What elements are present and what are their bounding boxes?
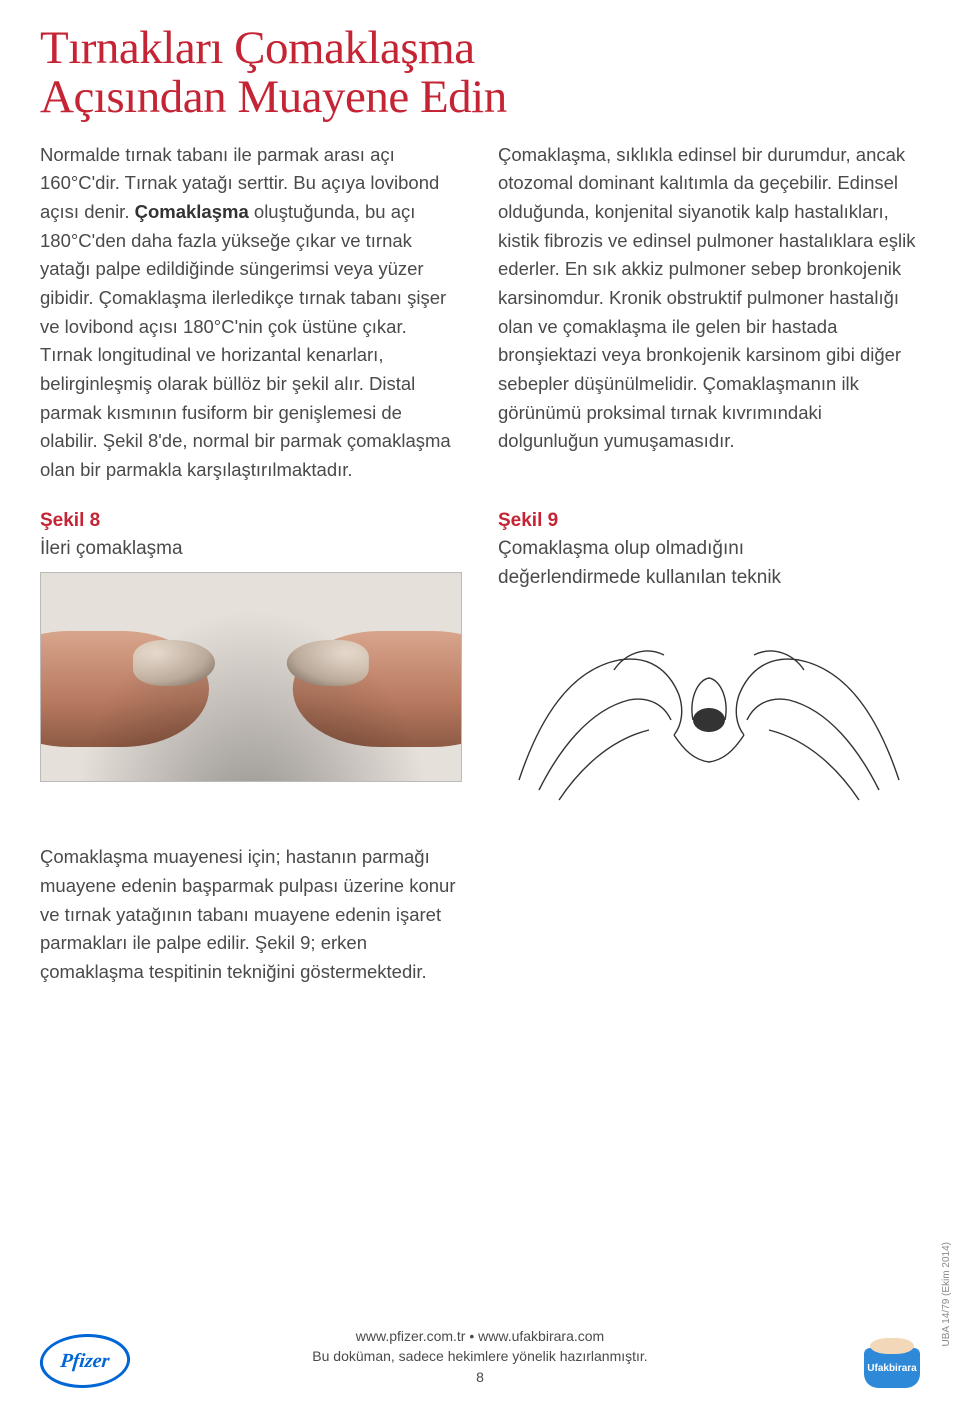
cup-text: Ufakbirara [867,1363,916,1374]
bottom-row: Çomaklaşma muayenesi için; hastanın parm… [40,843,920,1008]
footer-note: Bu doküman, sadece hekimlere yönelik haz… [312,1347,647,1367]
pfizer-logo-oval: Pfizer [37,1334,133,1388]
figure-8-shadow [41,573,461,781]
footer-center: www.pfizer.com.tr • www.ufakbirara.com B… [312,1327,647,1388]
figure-8-caption: İleri çomaklaşma [40,535,462,564]
cup-icon: Ufakbirara [864,1348,920,1388]
figure-row: Şekil 8 İleri çomaklaşma Şekil 9 Çomakla… [40,507,920,826]
title-line-2: Açısından Muayene Edin [40,71,507,123]
bottom-paragraph: Çomaklaşma muayenesi için; hastanın parm… [40,843,462,986]
intro-left-bold: Çomaklaşma [135,201,249,222]
footer-urls: www.pfizer.com.tr • www.ufakbirara.com [312,1327,647,1347]
page-title: Tırnakları Çomaklaşma Açısından Muayene … [40,24,920,123]
figure-9-caption-line1: Çomaklaşma olup olmadığını [498,538,744,559]
intro-col-left: Normalde tırnak tabanı ile parmak arası … [40,141,462,507]
bottom-col-right-empty [498,843,920,1008]
figure-9-caption-line2: değerlendirmede kullanılan teknik [498,567,781,588]
document-code: UBA 14/79 (Ekim 2014) [941,1242,952,1347]
pfizer-logo: Pfizer [40,1334,130,1388]
figure-8-label: Şekil 8 [40,507,462,536]
pfizer-logo-text: Pfizer [59,1350,110,1373]
figure-9-label: Şekil 9 [498,507,920,536]
intro-right-paragraph: Çomaklaşma, sıklıkla edinsel bir durumdu… [498,141,920,456]
ufakbirara-logo: Ufakbirara [864,1348,920,1388]
bottom-col-left: Çomaklaşma muayenesi için; hastanın parm… [40,843,462,1008]
intro-left-b: oluştuğunda, bu açı 180°C'den daha fazla… [40,201,451,480]
page-footer: Pfizer www.pfizer.com.tr • www.ufakbirar… [0,1327,960,1388]
title-line-1: Tırnakları Çomaklaşma [40,22,475,74]
figure-8-image [40,572,462,782]
figure-8-block: Şekil 8 İleri çomaklaşma [40,507,462,826]
intro-columns: Normalde tırnak tabanı ile parmak arası … [40,141,920,507]
page-number: 8 [312,1368,647,1388]
figure-9-drawing [498,600,920,820]
intro-left-paragraph: Normalde tırnak tabanı ile parmak arası … [40,141,462,485]
figure-9-block: Şekil 9 Çomaklaşma olup olmadığını değer… [498,507,920,826]
intro-col-right: Çomaklaşma, sıklıkla edinsel bir durumdu… [498,141,920,507]
figure-9-caption: Çomaklaşma olup olmadığını değerlendirme… [498,535,920,592]
